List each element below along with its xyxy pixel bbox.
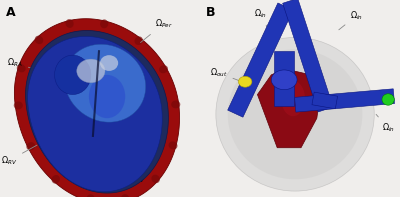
- Polygon shape: [28, 36, 162, 192]
- Polygon shape: [312, 92, 338, 109]
- Text: $\Omega_{RA}$: $\Omega_{RA}$: [7, 57, 50, 74]
- Text: $\Omega_{in}$: $\Omega_{in}$: [339, 9, 363, 30]
- Ellipse shape: [54, 55, 91, 95]
- Polygon shape: [258, 69, 321, 148]
- Ellipse shape: [86, 194, 94, 197]
- Ellipse shape: [52, 175, 60, 184]
- Ellipse shape: [100, 55, 118, 71]
- Ellipse shape: [281, 81, 305, 116]
- Text: $\Omega_{LV}$: $\Omega_{LV}$: [118, 166, 145, 185]
- Polygon shape: [283, 0, 333, 112]
- Polygon shape: [274, 51, 294, 106]
- Text: B: B: [206, 6, 216, 19]
- Ellipse shape: [26, 142, 35, 150]
- Text: $\Omega_{Per}$: $\Omega_{Per}$: [140, 17, 172, 43]
- Ellipse shape: [121, 194, 129, 197]
- Ellipse shape: [100, 20, 108, 28]
- Polygon shape: [26, 31, 168, 193]
- Text: $\Omega_{RV}$: $\Omega_{RV}$: [1, 145, 37, 167]
- Ellipse shape: [228, 49, 362, 179]
- Text: $\Omega_{in}$: $\Omega_{in}$: [376, 114, 394, 134]
- Polygon shape: [228, 3, 293, 117]
- Ellipse shape: [171, 100, 180, 108]
- Ellipse shape: [152, 175, 160, 183]
- Ellipse shape: [216, 37, 374, 191]
- Ellipse shape: [77, 59, 105, 83]
- Text: $\Omega_{out}$: $\Omega_{out}$: [210, 67, 242, 82]
- Ellipse shape: [382, 94, 394, 105]
- Text: $\Omega_{in}$: $\Omega_{in}$: [254, 7, 268, 29]
- Polygon shape: [64, 44, 146, 122]
- Ellipse shape: [66, 19, 74, 28]
- Ellipse shape: [159, 65, 168, 73]
- Ellipse shape: [168, 141, 178, 150]
- Ellipse shape: [271, 70, 297, 90]
- Ellipse shape: [89, 75, 125, 118]
- Text: A: A: [6, 6, 16, 19]
- Text: $\Omega_{LA}$: $\Omega_{LA}$: [134, 81, 165, 94]
- Ellipse shape: [14, 101, 23, 109]
- Polygon shape: [14, 19, 180, 197]
- Ellipse shape: [238, 76, 252, 87]
- Ellipse shape: [134, 36, 143, 45]
- Ellipse shape: [35, 36, 43, 44]
- Polygon shape: [295, 89, 394, 112]
- Ellipse shape: [17, 64, 26, 72]
